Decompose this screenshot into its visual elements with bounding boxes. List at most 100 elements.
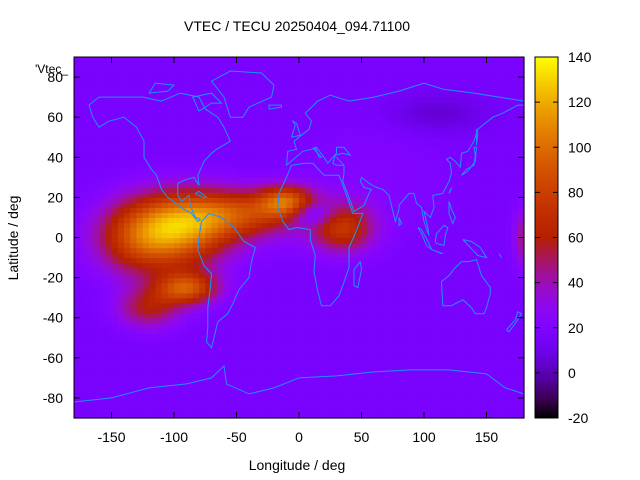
heatmap-cell	[286, 72, 294, 78]
heatmap-cell	[436, 372, 444, 379]
heatmap-cell	[255, 192, 263, 198]
heatmap-cell	[355, 377, 363, 384]
heatmap-cell	[274, 352, 281, 359]
heatmap-cell	[499, 357, 506, 364]
heatmap-cell	[186, 242, 194, 249]
heatmap-cell	[174, 377, 181, 384]
heatmap-cell	[80, 247, 88, 254]
heatmap-cell	[436, 172, 444, 178]
heatmap-cell	[442, 367, 450, 374]
heatmap-cell	[317, 77, 325, 83]
heatmap-cell	[374, 332, 381, 339]
heatmap-cell	[449, 292, 456, 299]
heatmap-cell	[142, 137, 150, 143]
heatmap-cell	[480, 112, 488, 118]
heatmap-cell	[449, 232, 456, 239]
heatmap-cell	[324, 272, 331, 279]
heatmap-cell	[492, 87, 500, 93]
heatmap-cell	[467, 157, 475, 163]
heatmap-cell	[336, 397, 344, 404]
heatmap-cell	[236, 307, 244, 314]
heatmap-cell	[267, 122, 275, 128]
heatmap-cell	[286, 242, 294, 249]
heatmap-cell	[380, 117, 388, 123]
heatmap-cell	[299, 242, 306, 249]
heatmap-cell	[499, 292, 506, 299]
heatmap-cell	[230, 107, 238, 113]
heatmap-cell	[492, 197, 500, 203]
heatmap-cell	[511, 367, 519, 374]
heatmap-cell	[186, 237, 194, 244]
heatmap-cell	[274, 327, 281, 334]
heatmap-cell	[436, 387, 444, 394]
heatmap-cell	[267, 127, 275, 133]
heatmap-cell	[361, 147, 369, 153]
heatmap-cell	[236, 172, 244, 178]
heatmap-cell	[236, 112, 244, 118]
heatmap-cell	[180, 97, 188, 103]
heatmap-cell	[161, 77, 169, 83]
heatmap-cell	[311, 307, 319, 314]
heatmap-cell	[224, 162, 231, 168]
heatmap-cell	[305, 192, 313, 198]
heatmap-cell	[336, 147, 344, 153]
heatmap-cell	[349, 382, 356, 389]
heatmap-cell	[324, 317, 331, 324]
heatmap-cell	[174, 177, 181, 183]
heatmap-cell	[205, 112, 213, 118]
heatmap-cell	[224, 352, 231, 359]
heatmap-cell	[211, 342, 219, 349]
heatmap-cell	[74, 302, 81, 309]
heatmap-cell	[161, 212, 169, 219]
heatmap-cell	[461, 162, 469, 168]
heatmap-cell	[217, 187, 225, 193]
heatmap-cell	[274, 277, 281, 284]
heatmap-cell	[192, 257, 200, 264]
heatmap-cell	[461, 142, 469, 148]
heatmap-cell	[292, 262, 300, 269]
heatmap-cell	[455, 337, 463, 344]
heatmap-cell	[361, 252, 369, 259]
heatmap-cell	[392, 137, 400, 143]
heatmap-cell	[386, 412, 394, 419]
heatmap-cell	[274, 297, 281, 304]
heatmap-cell	[174, 132, 181, 138]
heatmap-cell	[517, 377, 525, 384]
heatmap-cell	[142, 272, 150, 279]
heatmap-cell	[436, 182, 444, 188]
heatmap-cell	[355, 412, 363, 419]
heatmap-cell	[505, 157, 513, 163]
heatmap-cell	[486, 132, 494, 138]
heatmap-cell	[174, 142, 181, 148]
heatmap-cell	[474, 372, 481, 379]
heatmap-cell	[267, 347, 275, 354]
heatmap-cell	[517, 312, 525, 319]
heatmap-cell	[280, 277, 288, 284]
heatmap-cell	[449, 197, 456, 203]
heatmap-cell	[161, 247, 169, 254]
heatmap-cell	[99, 77, 106, 83]
heatmap-cell	[74, 87, 81, 93]
heatmap-cell	[474, 247, 481, 254]
heatmap-cell	[305, 317, 313, 324]
heatmap-cell	[124, 247, 131, 254]
heatmap-cell	[99, 237, 106, 244]
heatmap-cell	[149, 322, 156, 329]
heatmap-cell	[442, 217, 450, 224]
heatmap-cell	[111, 127, 119, 133]
heatmap-cell	[311, 137, 319, 143]
heatmap-cell	[442, 137, 450, 143]
heatmap-cell	[180, 127, 188, 133]
heatmap-cell	[117, 197, 125, 203]
heatmap-cell	[92, 192, 100, 198]
heatmap-cell	[336, 407, 344, 414]
heatmap-cell	[305, 152, 313, 158]
heatmap-cell	[86, 347, 94, 354]
heatmap-cell	[324, 192, 331, 198]
heatmap-cell	[336, 97, 344, 103]
heatmap-cell	[249, 292, 256, 299]
heatmap-cell	[155, 127, 163, 133]
heatmap-cell	[505, 112, 513, 118]
heatmap-cell	[461, 107, 469, 113]
heatmap-cell	[280, 182, 288, 188]
